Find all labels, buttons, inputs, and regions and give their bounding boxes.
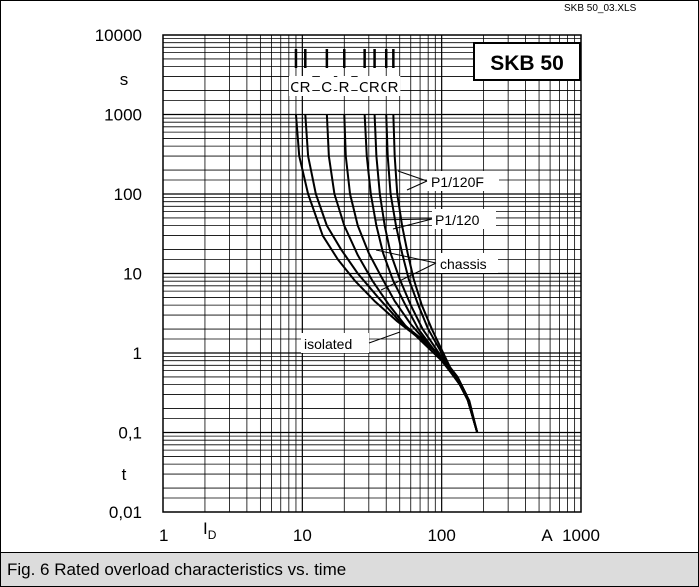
y-tick-label: 0,1 [118, 424, 142, 443]
cr-label: C [321, 79, 332, 96]
cr-label-bg [298, 76, 313, 96]
annotation-p1-120f: P1/120F [397, 170, 499, 191]
x-tick-label: 1000 [562, 526, 600, 545]
annotation-p1-120: P1/120 [375, 209, 496, 230]
cr-label-bg [337, 76, 352, 96]
annotation-chassis: chassis [375, 249, 498, 291]
cr-label: C [381, 79, 392, 96]
y-tick-label: 10000 [95, 26, 142, 45]
y-tick-label: 10 [123, 265, 142, 284]
cr-label: C [290, 79, 301, 96]
cr-label-bg [319, 76, 334, 96]
x-unit-label: A [541, 526, 553, 545]
cr-label-bg [386, 76, 401, 96]
title-bg [473, 42, 581, 81]
cr-label: R [300, 79, 311, 96]
series-line-2 [304, 114, 479, 433]
cr-marker-layer: CR C R CR CR [288, 49, 401, 96]
annotation-p1-120f-label: P1/120F [431, 174, 484, 190]
x-tick-label: 1 [159, 526, 168, 545]
leader-line [406, 180, 428, 191]
leader-line [380, 262, 437, 291]
x-tick-label: 100 [427, 526, 455, 545]
y-tick-label: 1 [133, 344, 142, 363]
annotation-isolated-label: isolated [304, 336, 352, 352]
cr-label: R [388, 79, 399, 96]
cr-label: R [369, 79, 380, 96]
y-axis-label: t [122, 465, 127, 484]
label-layer: 10000 1000 100 10 1 0,1 0,01 1 10 100 1000 s t ID A [95, 26, 600, 545]
plot-border [162, 34, 582, 513]
x-axis-label: ID [203, 519, 217, 542]
leader-line [392, 218, 433, 230]
x-tick-label: 10 [293, 526, 312, 545]
cr-label: C [359, 79, 370, 96]
cr-label: R [339, 79, 350, 96]
annotation-isolated: isolated [301, 331, 401, 353]
y-tick-label: 0,01 [109, 503, 142, 522]
leader-line [397, 170, 428, 182]
grid-layer [162, 34, 582, 513]
caption-bar: Fig. 6 Rated overload characteristics vs… [1, 552, 698, 586]
cr-label-bg [367, 76, 382, 96]
curve-layer [294, 114, 479, 433]
annotation-chassis-label: chassis [440, 256, 487, 272]
file-tag: SKB 50_03.XLS [564, 3, 637, 14]
figure-caption: Fig. 6 Rated overload characteristics vs… [7, 560, 347, 579]
leader-line [375, 218, 433, 221]
title-box: SKB 50 [473, 42, 581, 81]
y-unit-label: s [120, 70, 129, 89]
leader-line [375, 249, 437, 264]
y-tick-label: 1000 [104, 106, 142, 125]
leader-line [368, 331, 401, 344]
y-tick-label: 100 [114, 185, 142, 204]
series-line-8 [392, 114, 479, 433]
chart-title: SKB 50 [490, 52, 564, 75]
annotation-p1-120-label: P1/120 [435, 212, 480, 228]
